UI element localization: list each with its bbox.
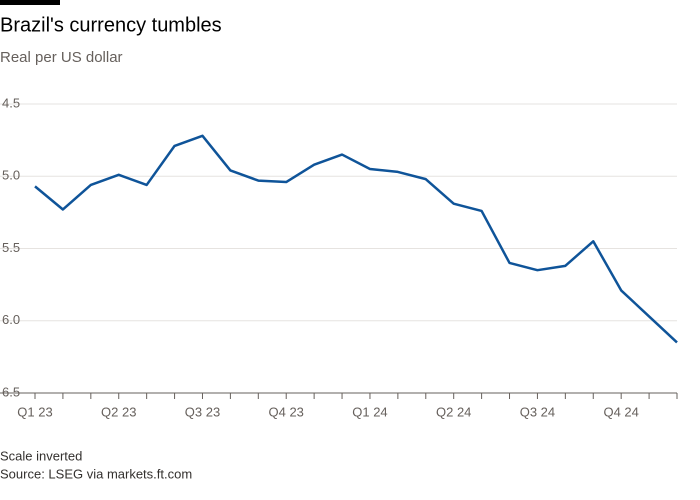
x-tick-label: Q4 24 [603, 404, 638, 419]
brand-bar [0, 0, 60, 5]
x-tick-label: Q3 23 [185, 404, 220, 419]
y-tick-label: 4.5 [2, 95, 20, 110]
x-tick-label: Q1 24 [352, 404, 387, 419]
source: Source: LSEG via markets.ft.com [0, 466, 192, 481]
note: Scale inverted [0, 448, 82, 463]
x-tick-label: Q4 23 [269, 404, 304, 419]
chart-subtitle: Real per US dollar [0, 49, 123, 66]
line [34, 134, 678, 344]
x-tick-label: Q2 24 [436, 404, 471, 419]
chart-title: Brazil's currency tumbles [0, 14, 222, 36]
x-tick-label: Q2 23 [101, 404, 136, 419]
y-tick-label: 6.5 [2, 384, 20, 399]
y-tick-label: 6.0 [2, 312, 20, 327]
x-tick-label: Q1 23 [17, 404, 52, 419]
x-tick-label: Q3 24 [520, 404, 555, 419]
y-tick-label: 5.5 [2, 240, 20, 255]
y-tick-label: 5.0 [2, 168, 20, 183]
